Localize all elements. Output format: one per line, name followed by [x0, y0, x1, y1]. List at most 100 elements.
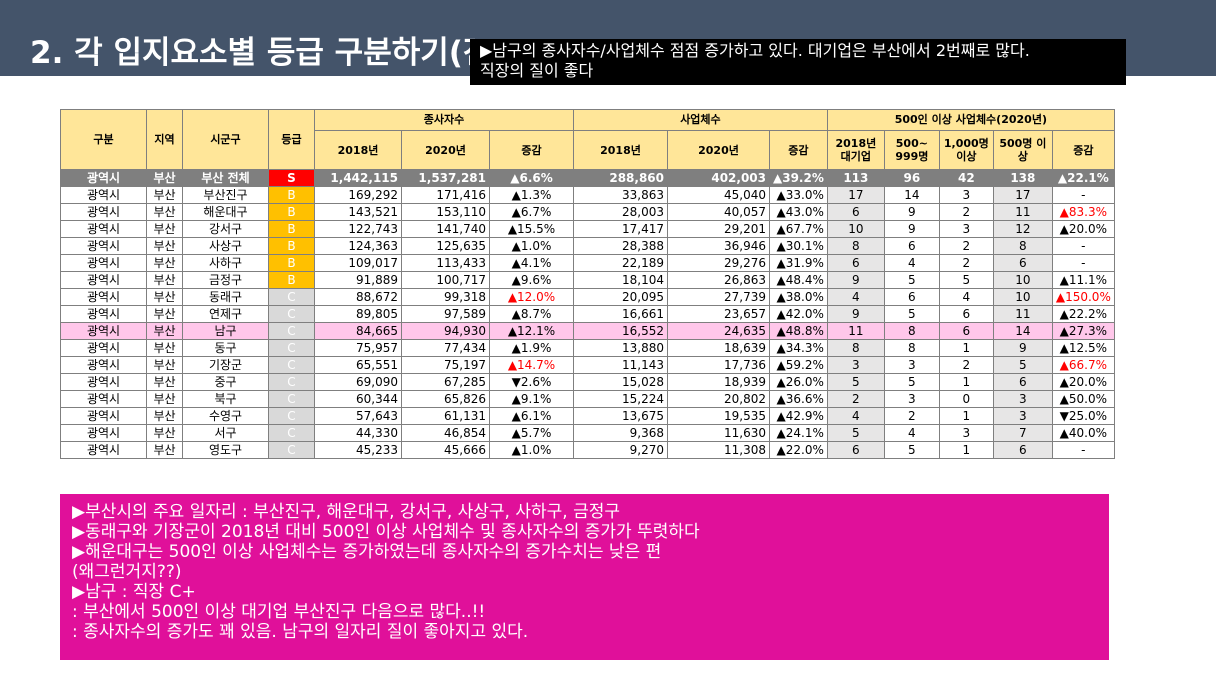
notes-box: ▶부산시의 주요 일자리 : 부산진구, 해운대구, 강서구, 사상구, 사하구… — [60, 494, 1109, 660]
big-500: 6 — [883, 237, 940, 255]
workers-2020: 153,110 — [401, 203, 490, 221]
big-500: 5 — [883, 271, 940, 289]
employment-table: 구분 지역 시군구 등급 종사자수 사업체수 500인 이상 사업체수(2020… — [60, 109, 1115, 459]
big-1000: 1 — [938, 339, 994, 357]
row-region: 부산 — [146, 271, 183, 289]
workers-change: ▲1.3% — [489, 186, 574, 204]
business-2020: 36,946 — [667, 237, 770, 255]
header-gubun: 구분 — [60, 109, 147, 170]
table-row: 광역시 부산 영도구 C 45,233 45,666 ▲1.0% 9,270 11,308 ▲22… — [60, 441, 1115, 459]
row-district: 부산진구 — [182, 186, 269, 204]
business-change: ▲67.7% — [769, 220, 828, 238]
row-type: 광역시 — [60, 407, 147, 425]
business-2018: 15,028 — [573, 373, 668, 391]
big-change: ▲20.0% — [1051, 373, 1115, 391]
workers-2020: 113,433 — [401, 254, 490, 272]
business-change: ▲59.2% — [769, 356, 828, 374]
table-row: 광역시 부산 동구 C 75,957 77,434 ▲1.9% 13,880 18,639 ▲34… — [60, 339, 1115, 357]
row-type: 광역시 — [60, 220, 147, 238]
big-500: 4 — [883, 254, 940, 272]
business-change: ▲22.0% — [769, 441, 828, 459]
big-change: ▲40.0% — [1051, 424, 1115, 442]
header-change: 증감 — [769, 130, 828, 170]
big-2018: 113 — [826, 169, 885, 187]
row-district: 연제구 — [182, 305, 269, 323]
business-change: ▲24.1% — [769, 424, 828, 442]
workers-change: ▲1.0% — [489, 441, 574, 459]
business-2020: 45,040 — [667, 186, 770, 204]
big-1000: 42 — [938, 169, 994, 187]
business-2020: 18,639 — [667, 339, 770, 357]
row-grade: C — [268, 390, 315, 408]
table-row: 광역시 부산 중구 C 69,090 67,285 ▼2.6% 15,028 18,939 ▲26… — [60, 373, 1115, 391]
workers-2018: 91,889 — [314, 271, 402, 289]
business-2018: 288,860 — [573, 169, 668, 187]
big-500: 2 — [883, 407, 940, 425]
row-district: 금정구 — [182, 271, 269, 289]
big-1000: 2 — [938, 237, 994, 255]
workers-change: ▲5.7% — [489, 424, 574, 442]
business-2020: 23,657 — [667, 305, 770, 323]
big-500b: 6 — [992, 373, 1053, 391]
big-change: ▲27.3% — [1051, 322, 1115, 340]
business-change: ▲48.4% — [769, 271, 828, 289]
row-type: 광역시 — [60, 424, 147, 442]
note-line: ▶부산시의 주요 일자리 : 부산진구, 해운대구, 강서구, 사상구, 사하구… — [72, 502, 621, 522]
header-big-500b: 500명 이상 — [992, 130, 1053, 170]
business-2020: 11,630 — [667, 424, 770, 442]
workers-change: ▲8.7% — [489, 305, 574, 323]
row-type: 광역시 — [60, 441, 147, 459]
business-2020: 29,276 — [667, 254, 770, 272]
workers-change: ▲1.0% — [489, 237, 574, 255]
row-type: 광역시 — [60, 322, 147, 340]
row-district: 중구 — [182, 373, 269, 391]
header-change: 증감 — [489, 130, 574, 170]
workers-2018: 88,672 — [314, 288, 402, 306]
workers-change: ▲6.6% — [489, 169, 574, 187]
big-2018: 11 — [826, 322, 885, 340]
callout-box: ▶남구의 종사자수/사업체수 점점 증가하고 있다. 대기업은 부산에서 2번째… — [470, 39, 1126, 85]
business-change: ▲31.9% — [769, 254, 828, 272]
business-2018: 9,368 — [573, 424, 668, 442]
row-region: 부산 — [146, 203, 183, 221]
big-500b: 6 — [992, 254, 1053, 272]
big-500b: 11 — [992, 305, 1053, 323]
big-1000: 1 — [938, 373, 994, 391]
row-type: 광역시 — [60, 186, 147, 204]
big-change: ▲66.7% — [1051, 356, 1115, 374]
note-line: : 부산에서 500인 이상 대기업 부산진구 다음으로 많다..!! — [72, 602, 486, 622]
big-change: ▲50.0% — [1051, 390, 1115, 408]
big-change: ▲22.1% — [1051, 169, 1115, 187]
business-2018: 15,224 — [573, 390, 668, 408]
workers-2018: 1,442,115 — [314, 169, 402, 187]
workers-change: ▲12.0% — [489, 288, 574, 306]
workers-2018: 109,017 — [314, 254, 402, 272]
big-500: 14 — [883, 186, 940, 204]
row-type: 광역시 — [60, 373, 147, 391]
row-type: 광역시 — [60, 169, 147, 187]
row-region: 부산 — [146, 339, 183, 357]
business-change: ▲43.0% — [769, 203, 828, 221]
row-grade: C — [268, 424, 315, 442]
workers-change: ▲6.7% — [489, 203, 574, 221]
big-2018: 9 — [826, 305, 885, 323]
big-500: 5 — [883, 305, 940, 323]
workers-2020: 45,666 — [401, 441, 490, 459]
workers-2018: 143,521 — [314, 203, 402, 221]
workers-2020: 125,635 — [401, 237, 490, 255]
big-2018: 5 — [826, 424, 885, 442]
business-2018: 22,189 — [573, 254, 668, 272]
business-2020: 402,003 — [667, 169, 770, 187]
business-2018: 16,661 — [573, 305, 668, 323]
workers-2020: 1,537,281 — [401, 169, 490, 187]
big-1000: 1 — [938, 407, 994, 425]
row-grade: C — [268, 339, 315, 357]
big-change: - — [1051, 186, 1115, 204]
big-500b: 10 — [992, 271, 1053, 289]
workers-2018: 122,743 — [314, 220, 402, 238]
big-2018: 6 — [826, 203, 885, 221]
business-change: ▲26.0% — [769, 373, 828, 391]
big-500: 6 — [883, 288, 940, 306]
big-2018: 6 — [826, 441, 885, 459]
business-2020: 27,739 — [667, 288, 770, 306]
